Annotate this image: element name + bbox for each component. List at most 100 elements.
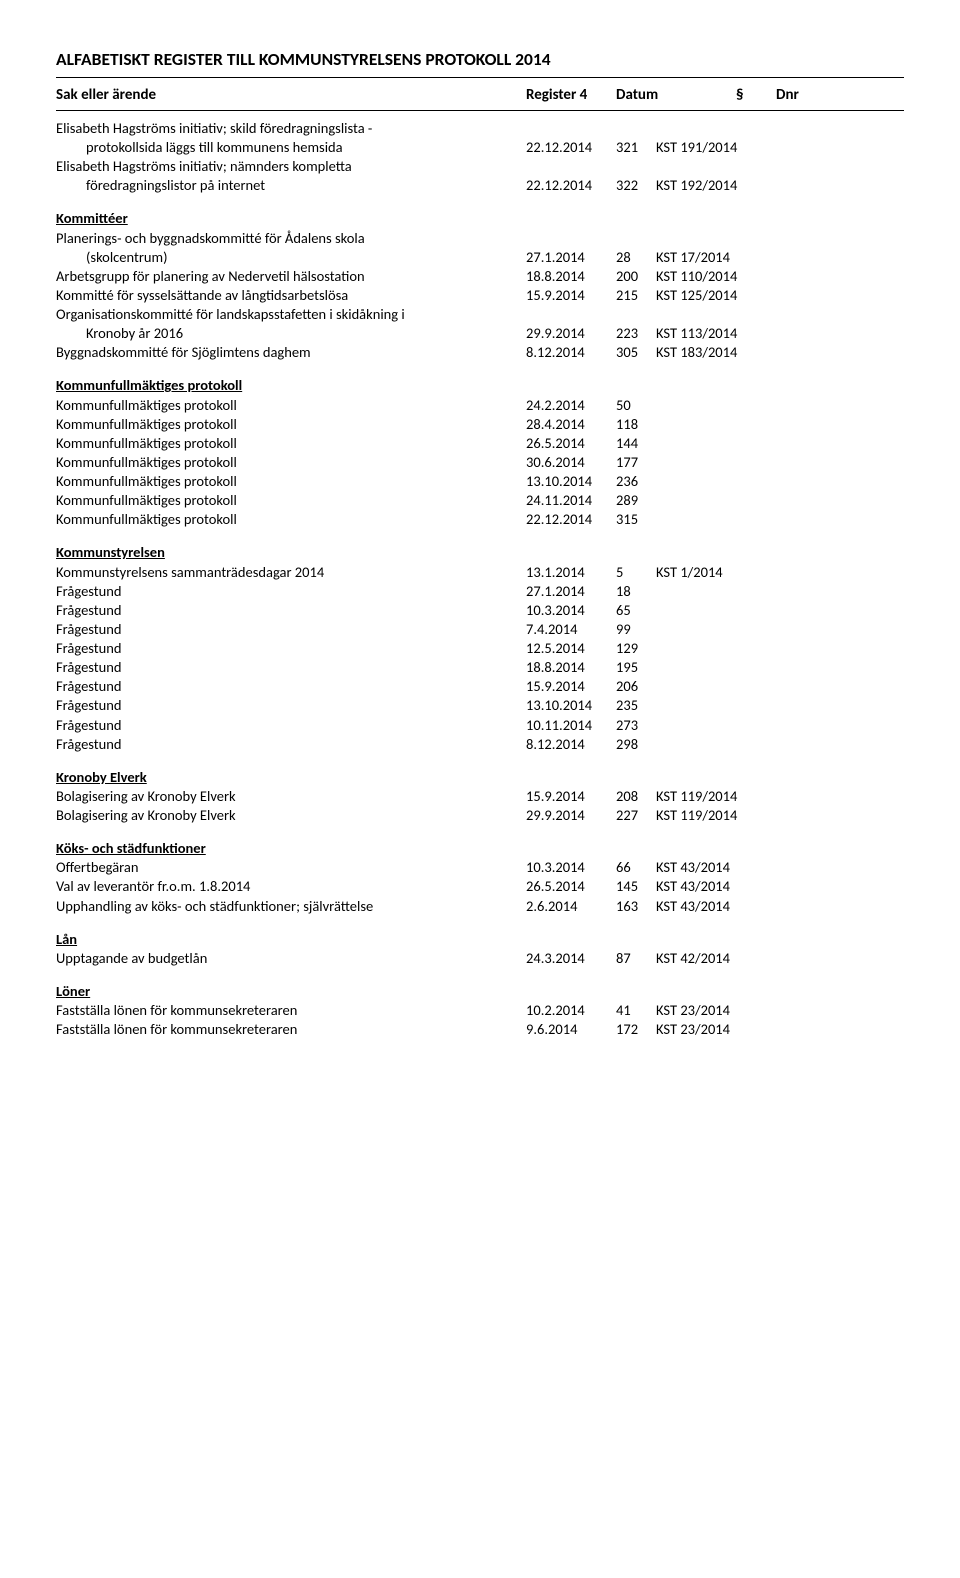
row-dnr	[656, 677, 904, 696]
row-date	[526, 229, 616, 248]
row-subject: Kommunfullmäktiges protokoll	[56, 453, 526, 472]
table-row: protokollsida läggs till kommunens hemsi…	[56, 138, 904, 157]
table-row: Offertbegäran10.3.201466KST 43/2014	[56, 858, 904, 877]
row-para: 273	[616, 716, 656, 735]
table-row: Bolagisering av Kronoby Elverk29.9.20142…	[56, 806, 904, 825]
row-date: 22.12.2014	[526, 510, 616, 529]
row-date: 10.3.2014	[526, 601, 616, 620]
row-subject: Kronoby år 2016	[56, 324, 526, 343]
section-heading: Kronoby Elverk	[56, 768, 904, 787]
table-row: Frågestund7.4.201499	[56, 620, 904, 639]
row-date: 10.11.2014	[526, 716, 616, 735]
preamble-block: Elisabeth Hagströms initiativ; skild för…	[56, 119, 904, 196]
row-para: 65	[616, 601, 656, 620]
row-subject: protokollsida läggs till kommunens hemsi…	[56, 138, 526, 157]
row-subject: Val av leverantör fr.o.m. 1.8.2014	[56, 877, 526, 896]
row-dnr: KST 43/2014	[656, 897, 904, 916]
row-para: 200	[616, 267, 656, 286]
row-date: 26.5.2014	[526, 877, 616, 896]
top-rule	[56, 77, 904, 78]
page-title: ALFABETISKT REGISTER TILL KOMMUNSTYRELSE…	[56, 48, 904, 71]
row-date: 22.12.2014	[526, 176, 616, 195]
section-heading: Lån	[56, 930, 904, 949]
row-subject: Kommunfullmäktiges protokoll	[56, 472, 526, 491]
row-subject: Frågestund	[56, 582, 526, 601]
row-para: 315	[616, 510, 656, 529]
row-subject: Arbetsgrupp för planering av Nedervetil …	[56, 267, 526, 286]
row-date: 27.1.2014	[526, 582, 616, 601]
row-date: 9.6.2014	[526, 1020, 616, 1039]
section-heading: Kommittéer	[56, 209, 904, 228]
row-date: 10.3.2014	[526, 858, 616, 877]
section: Kommunfullmäktiges protokollKommunfullmä…	[56, 376, 904, 529]
row-para: 195	[616, 658, 656, 677]
table-row: Frågestund27.1.201418	[56, 582, 904, 601]
row-subject: Kommunfullmäktiges protokoll	[56, 396, 526, 415]
row-dnr	[656, 472, 904, 491]
row-dnr: KST 17/2014	[656, 248, 904, 267]
table-row: Byggnadskommitté för Sjöglimtens daghem8…	[56, 343, 904, 362]
row-subject: Kommitté för sysselsättande av långtidsa…	[56, 286, 526, 305]
row-subject: Upptagande av budgetlån	[56, 949, 526, 968]
row-date: 13.10.2014	[526, 696, 616, 715]
table-row: Frågestund10.3.201465	[56, 601, 904, 620]
col-dnr-header: Dnr	[776, 86, 904, 106]
row-para: 145	[616, 877, 656, 896]
table-row: Kommunfullmäktiges protokoll26.5.2014144	[56, 434, 904, 453]
section-heading: Kommunstyrelsen	[56, 543, 904, 562]
table-row: Kommunfullmäktiges protokoll13.10.201423…	[56, 472, 904, 491]
row-para: 144	[616, 434, 656, 453]
row-dnr: KST 43/2014	[656, 877, 904, 896]
row-date: 26.5.2014	[526, 434, 616, 453]
row-date: 18.8.2014	[526, 658, 616, 677]
table-row: Kronoby år 201629.9.2014223KST 113/2014	[56, 324, 904, 343]
col-para-header: §	[736, 86, 776, 106]
row-dnr	[656, 229, 904, 248]
row-subject: Kommunfullmäktiges protokoll	[56, 434, 526, 453]
table-row: Arbetsgrupp för planering av Nedervetil …	[56, 267, 904, 286]
row-para: 215	[616, 286, 656, 305]
row-date: 8.12.2014	[526, 735, 616, 754]
col-register-header: Register 4	[526, 86, 616, 106]
col-subject-header: Sak eller ärende	[56, 86, 526, 106]
row-dnr: KST 119/2014	[656, 787, 904, 806]
row-subject: Frågestund	[56, 658, 526, 677]
row-para: 28	[616, 248, 656, 267]
row-dnr	[656, 415, 904, 434]
table-row: Organisationskommitté för landskapsstafe…	[56, 305, 904, 324]
row-subject: Elisabeth Hagströms initiativ; nämnders …	[56, 157, 526, 176]
row-para	[616, 119, 656, 138]
row-date: 13.10.2014	[526, 472, 616, 491]
row-para: 298	[616, 735, 656, 754]
row-date: 2.6.2014	[526, 897, 616, 916]
row-dnr: KST 113/2014	[656, 324, 904, 343]
section: Köks- och städfunktionerOffertbegäran10.…	[56, 839, 904, 916]
row-date: 10.2.2014	[526, 1001, 616, 1020]
table-row: Upptagande av budgetlån24.3.201487KST 42…	[56, 949, 904, 968]
row-dnr: KST 23/2014	[656, 1020, 904, 1039]
table-row: Kommunstyrelsens sammanträdesdagar 20141…	[56, 563, 904, 582]
table-row: Frågestund12.5.2014129	[56, 639, 904, 658]
column-header-row: Sak eller ärende Register 4 Datum § Dnr	[56, 86, 904, 106]
table-row: Val av leverantör fr.o.m. 1.8.201426.5.2…	[56, 877, 904, 896]
row-subject: Bolagisering av Kronoby Elverk	[56, 787, 526, 806]
row-dnr: KST 183/2014	[656, 343, 904, 362]
bottom-rule	[56, 110, 904, 111]
row-dnr	[656, 434, 904, 453]
row-dnr: KST 125/2014	[656, 286, 904, 305]
section: KommunstyrelsenKommunstyrelsens sammantr…	[56, 543, 904, 753]
row-subject: Elisabeth Hagströms initiativ; skild för…	[56, 119, 526, 138]
row-para: 129	[616, 639, 656, 658]
table-row: Upphandling av köks- och städfunktioner;…	[56, 897, 904, 916]
row-date: 28.4.2014	[526, 415, 616, 434]
row-para: 236	[616, 472, 656, 491]
table-row: Fastställa lönen för kommunsekreteraren1…	[56, 1001, 904, 1020]
row-para	[616, 229, 656, 248]
row-date: 29.9.2014	[526, 806, 616, 825]
row-subject: Byggnadskommitté för Sjöglimtens daghem	[56, 343, 526, 362]
row-para: 208	[616, 787, 656, 806]
table-row: Frågestund15.9.2014206	[56, 677, 904, 696]
row-date: 29.9.2014	[526, 324, 616, 343]
row-dnr: KST 191/2014	[656, 138, 904, 157]
row-date: 15.9.2014	[526, 286, 616, 305]
